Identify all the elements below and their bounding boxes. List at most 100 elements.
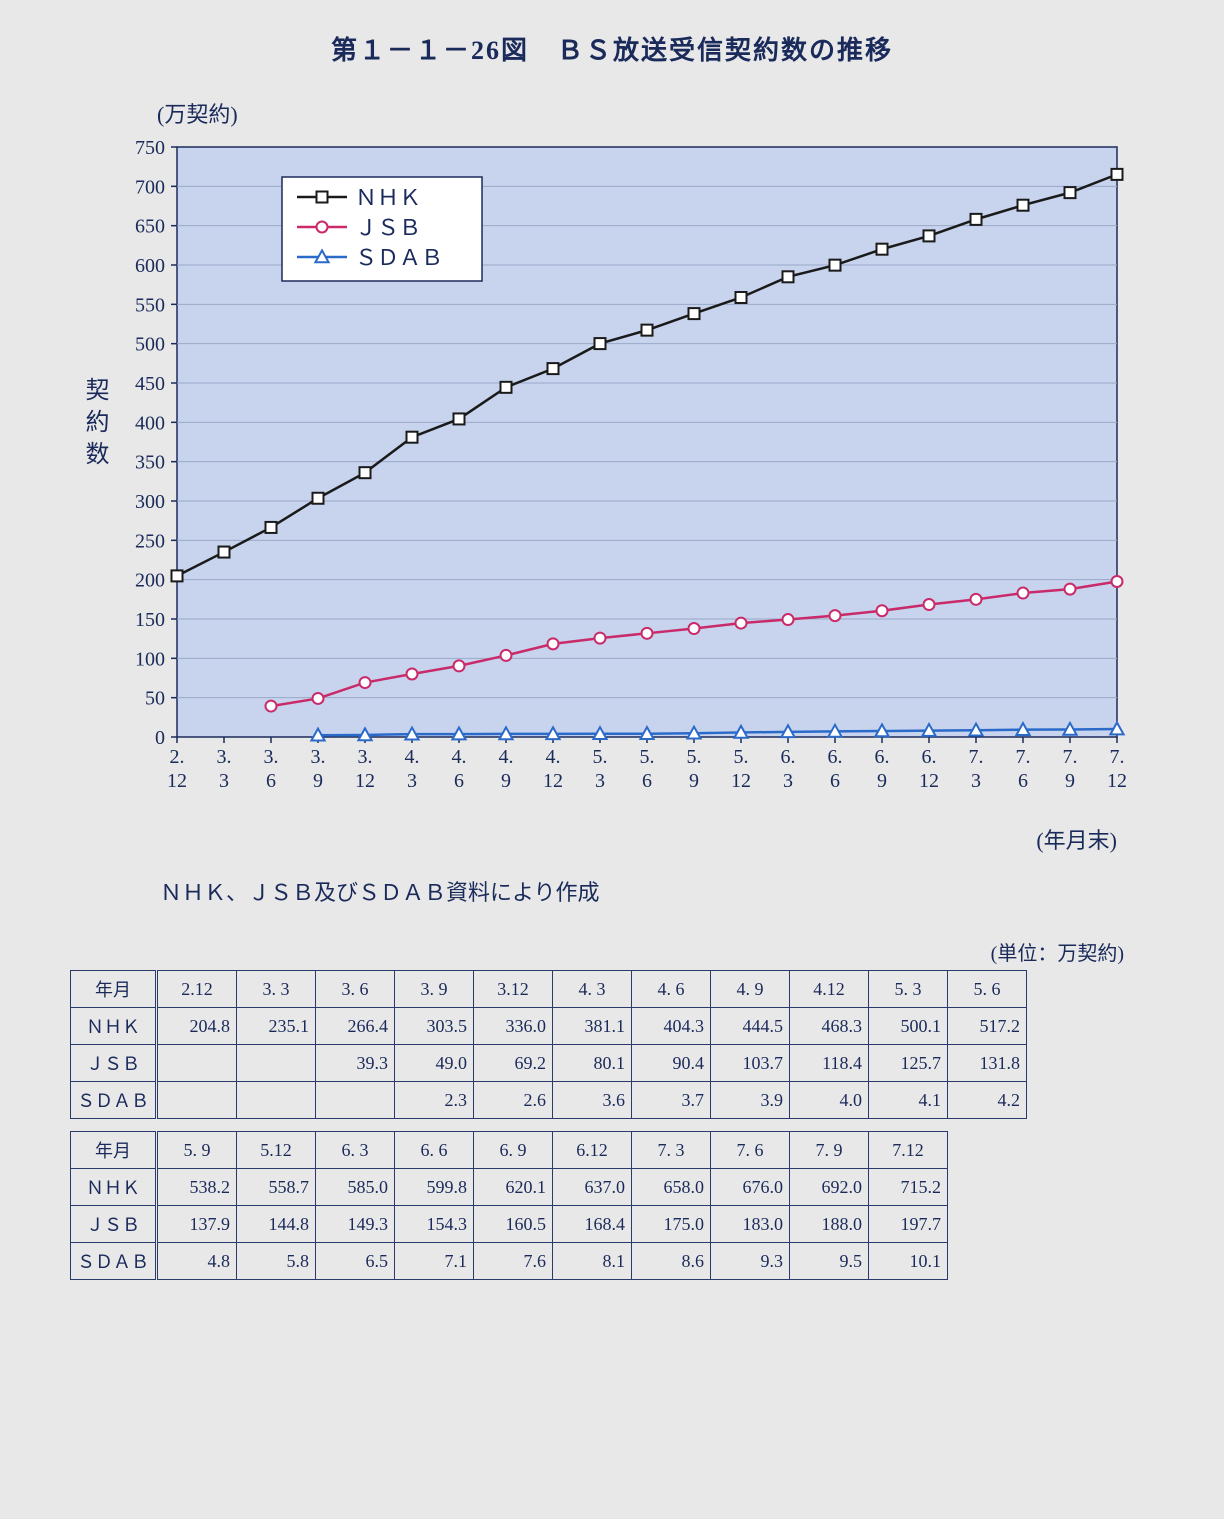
svg-text:400: 400 [135, 412, 165, 434]
table-cell: 80.1 [553, 1045, 632, 1082]
table-cell: 137.9 [157, 1206, 237, 1243]
svg-text:100: 100 [135, 648, 165, 670]
svg-text:6.: 6. [828, 746, 843, 768]
svg-text:ＳＤＡＢ: ＳＤＡＢ [355, 245, 443, 270]
table-cell: 3.9 [711, 1082, 790, 1119]
svg-text:5.: 5. [734, 746, 749, 768]
svg-text:550: 550 [135, 294, 165, 316]
table-header-cell: 4.12 [790, 971, 869, 1008]
table-cell: 692.0 [790, 1169, 869, 1206]
table-cell: 8.1 [553, 1243, 632, 1280]
table-cell: 500.1 [869, 1008, 948, 1045]
table-header-cell: 7. 3 [632, 1132, 711, 1169]
svg-text:3: 3 [971, 770, 981, 792]
svg-text:3: 3 [595, 770, 605, 792]
table-header-cell: 6. 3 [316, 1132, 395, 1169]
svg-text:6: 6 [266, 770, 276, 792]
svg-text:6: 6 [454, 770, 464, 792]
table-cell: 168.4 [553, 1206, 632, 1243]
table-cell: 620.1 [474, 1169, 553, 1206]
svg-text:600: 600 [135, 255, 165, 277]
table-cell: 2.3 [395, 1082, 474, 1119]
svg-text:250: 250 [135, 530, 165, 552]
table-cell: 131.8 [948, 1045, 1027, 1082]
table-header-cell: 5. 6 [948, 971, 1027, 1008]
x-unit-label: (年月末) [87, 823, 1117, 855]
table-cell: 4.1 [869, 1082, 948, 1119]
svg-text:12: 12 [355, 770, 375, 792]
table-rowhead: ＳＤＡＢ [71, 1243, 157, 1280]
svg-text:650: 650 [135, 216, 165, 238]
table-unit-note: (単位：万契約) [40, 937, 1124, 966]
table-cell: 336.0 [474, 1008, 553, 1045]
svg-text:700: 700 [135, 176, 165, 198]
table-header-cell: 5.12 [237, 1132, 316, 1169]
table-cell: 3.7 [632, 1082, 711, 1119]
table-rowhead: ＮＨＫ [71, 1008, 157, 1045]
table-rowhead: ＪＳＢ [71, 1206, 157, 1243]
chart-container: 契約数 (万契約) 050100150200250300350400450500… [87, 97, 1137, 855]
svg-text:150: 150 [135, 609, 165, 631]
table-cell: 381.1 [553, 1008, 632, 1045]
table-cell: 8.6 [632, 1243, 711, 1280]
svg-text:300: 300 [135, 491, 165, 513]
table-header-period: 年月 [71, 1132, 157, 1169]
svg-text:9: 9 [501, 770, 511, 792]
svg-text:7.: 7. [1110, 746, 1125, 768]
data-table-2: 年月5. 95.126. 36. 66. 96.127. 37. 67. 97.… [70, 1131, 948, 1280]
line-chart: 0501001502002503003504004505005506006507… [87, 137, 1137, 817]
table-header-cell: 4. 9 [711, 971, 790, 1008]
table-cell: 10.1 [869, 1243, 948, 1280]
svg-text:3: 3 [783, 770, 793, 792]
y-unit-label: (万契約) [157, 97, 1137, 129]
svg-text:3: 3 [219, 770, 229, 792]
table-header-cell: 3.12 [474, 971, 553, 1008]
svg-text:9: 9 [1065, 770, 1075, 792]
svg-text:7.: 7. [1016, 746, 1031, 768]
table-cell: 404.3 [632, 1008, 711, 1045]
page-title: 第１－１－26図 ＢＳ放送受信契約数の推移 [40, 30, 1184, 67]
table-cell: 175.0 [632, 1206, 711, 1243]
table-cell: 4.0 [790, 1082, 869, 1119]
svg-text:12: 12 [919, 770, 939, 792]
source-note: ＮＨＫ、ＪＳＢ及びＳＤＡＢ資料により作成 [160, 875, 1184, 907]
table-header-cell: 7. 6 [711, 1132, 790, 1169]
svg-text:350: 350 [135, 452, 165, 474]
table-cell: 235.1 [237, 1008, 316, 1045]
table-rowhead: ＪＳＢ [71, 1045, 157, 1082]
svg-text:500: 500 [135, 334, 165, 356]
data-table-1: 年月2.123. 33. 63. 93.124. 34. 64. 94.125.… [70, 970, 1027, 1119]
svg-text:12: 12 [543, 770, 563, 792]
svg-text:12: 12 [167, 770, 187, 792]
table-cell: 125.7 [869, 1045, 948, 1082]
table-cell: 599.8 [395, 1169, 474, 1206]
table-cell: 90.4 [632, 1045, 711, 1082]
table-cell: 6.5 [316, 1243, 395, 1280]
table-cell [316, 1082, 395, 1119]
table-cell: 517.2 [948, 1008, 1027, 1045]
table-header-cell: 4. 3 [553, 971, 632, 1008]
svg-text:450: 450 [135, 373, 165, 395]
table-cell: 303.5 [395, 1008, 474, 1045]
svg-text:200: 200 [135, 570, 165, 592]
y-axis-label: 契約数 [77, 377, 112, 473]
table-header-cell: 3. 9 [395, 971, 474, 1008]
table-cell: 715.2 [869, 1169, 948, 1206]
table-cell [237, 1082, 316, 1119]
svg-text:7.: 7. [1063, 746, 1078, 768]
table-cell: 7.6 [474, 1243, 553, 1280]
table-cell: 3.6 [553, 1082, 632, 1119]
table-cell: 444.5 [711, 1008, 790, 1045]
svg-text:750: 750 [135, 137, 165, 159]
table-cell: 7.1 [395, 1243, 474, 1280]
svg-text:7.: 7. [969, 746, 984, 768]
table-header-cell: 3. 3 [237, 971, 316, 1008]
table-cell: 69.2 [474, 1045, 553, 1082]
svg-text:6.: 6. [922, 746, 937, 768]
table-cell: 154.3 [395, 1206, 474, 1243]
table-cell: 49.0 [395, 1045, 474, 1082]
table-header-cell: 5. 3 [869, 971, 948, 1008]
table-cell: 118.4 [790, 1045, 869, 1082]
table-cell: 204.8 [157, 1008, 237, 1045]
svg-text:6: 6 [830, 770, 840, 792]
